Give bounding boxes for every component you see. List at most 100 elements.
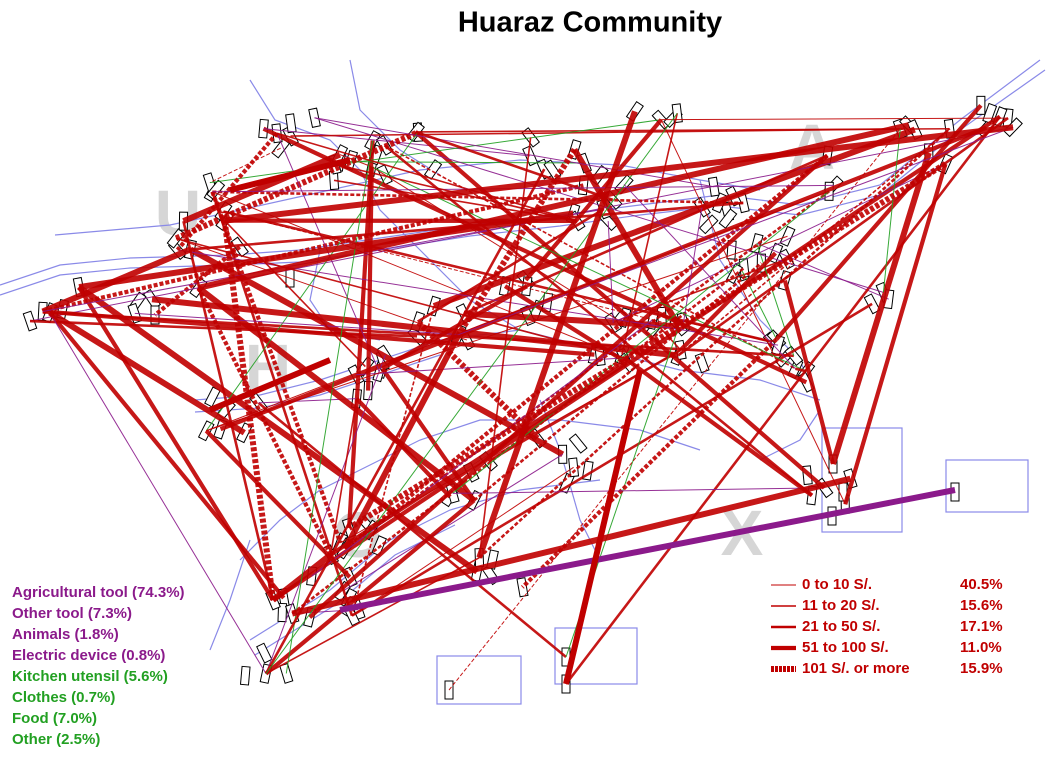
house bbox=[568, 433, 588, 454]
link bbox=[383, 144, 813, 497]
link bbox=[206, 235, 788, 432]
link bbox=[175, 237, 625, 359]
link bbox=[478, 127, 951, 559]
link bbox=[795, 367, 807, 373]
legend-label: 0 to 10 S/. bbox=[802, 576, 872, 593]
link bbox=[314, 117, 714, 188]
link bbox=[677, 117, 1009, 357]
link bbox=[623, 184, 796, 370]
house bbox=[256, 642, 273, 664]
link bbox=[229, 157, 351, 193]
link bbox=[308, 153, 829, 619]
legend-entry: Kitchen utensil (5.6%) bbox=[12, 668, 168, 685]
link bbox=[276, 132, 577, 222]
link bbox=[175, 237, 468, 341]
link bbox=[285, 140, 374, 674]
link bbox=[415, 127, 950, 133]
value-legend: 0 to 10 S/. 40.5% 11 to 20 S/. 15.6% 21 to 5… bbox=[771, 576, 1003, 677]
link bbox=[182, 151, 342, 224]
link bbox=[463, 310, 680, 330]
link bbox=[151, 296, 679, 359]
link bbox=[342, 453, 563, 592]
link bbox=[182, 220, 275, 601]
link bbox=[208, 357, 332, 413]
link bbox=[220, 211, 277, 601]
street bbox=[194, 354, 441, 413]
link bbox=[204, 429, 352, 579]
link bbox=[224, 220, 366, 368]
lot bbox=[945, 459, 1029, 513]
link bbox=[206, 190, 830, 432]
link bbox=[77, 284, 479, 575]
watermark: U H A G X bbox=[155, 111, 835, 571]
link bbox=[452, 190, 830, 494]
link bbox=[271, 114, 1002, 602]
link bbox=[843, 163, 948, 505]
link bbox=[356, 357, 625, 376]
link bbox=[415, 130, 614, 202]
legend-share: 17.1% bbox=[960, 618, 1003, 635]
link bbox=[882, 128, 901, 293]
link bbox=[223, 210, 679, 327]
link bbox=[329, 360, 629, 557]
link bbox=[458, 126, 1014, 336]
legend-entry: Animals (1.8%) bbox=[12, 626, 119, 643]
link bbox=[344, 190, 830, 551]
link bbox=[210, 191, 343, 544]
legend-label: 21 to 50 S/. bbox=[802, 618, 880, 635]
link bbox=[342, 333, 462, 551]
legend-entry: Other (2.5%) bbox=[12, 731, 100, 748]
link bbox=[190, 201, 744, 251]
link bbox=[175, 131, 279, 252]
house bbox=[285, 113, 297, 134]
link bbox=[134, 312, 459, 336]
link bbox=[49, 311, 794, 358]
link bbox=[291, 475, 852, 617]
link bbox=[661, 117, 1009, 121]
link bbox=[607, 221, 614, 323]
link bbox=[77, 285, 275, 602]
lot bbox=[554, 627, 638, 685]
link bbox=[623, 356, 814, 498]
street bbox=[249, 479, 601, 641]
legend-entry: Clothes (0.7%) bbox=[12, 689, 115, 706]
legend-label: 51 to 100 S/. bbox=[802, 639, 889, 656]
link bbox=[830, 151, 932, 465]
link bbox=[473, 262, 763, 502]
legend-share: 15.9% bbox=[960, 660, 1003, 677]
house bbox=[277, 602, 288, 623]
legend-share: 15.6% bbox=[960, 597, 1003, 614]
legend-label: 101 S/. or more bbox=[802, 660, 910, 677]
lot bbox=[436, 655, 522, 705]
item-legend: Agricultural tool (74.3%) Other tool (7.3… bbox=[12, 584, 185, 748]
link bbox=[196, 286, 333, 556]
street bbox=[0, 59, 1041, 286]
link bbox=[660, 119, 846, 505]
link bbox=[205, 131, 419, 432]
link bbox=[683, 207, 703, 323]
link bbox=[381, 284, 528, 371]
street bbox=[209, 539, 251, 651]
title: Huaraz Community bbox=[458, 7, 722, 39]
street bbox=[239, 419, 701, 561]
legend-entry: Food (7.0%) bbox=[12, 710, 97, 727]
house bbox=[718, 208, 738, 229]
link bbox=[351, 305, 435, 616]
link bbox=[329, 398, 358, 555]
link bbox=[264, 168, 546, 675]
link bbox=[257, 401, 567, 659]
link bbox=[78, 210, 574, 291]
house bbox=[698, 214, 719, 235]
link bbox=[452, 487, 825, 494]
link bbox=[563, 369, 643, 685]
link bbox=[224, 124, 1014, 224]
link bbox=[371, 166, 807, 372]
link bbox=[212, 184, 834, 193]
link bbox=[756, 243, 795, 356]
link bbox=[503, 284, 629, 365]
link bbox=[774, 103, 983, 341]
link bbox=[355, 397, 452, 499]
links bbox=[29, 103, 1014, 691]
legend-share: 40.5% bbox=[960, 576, 1003, 593]
